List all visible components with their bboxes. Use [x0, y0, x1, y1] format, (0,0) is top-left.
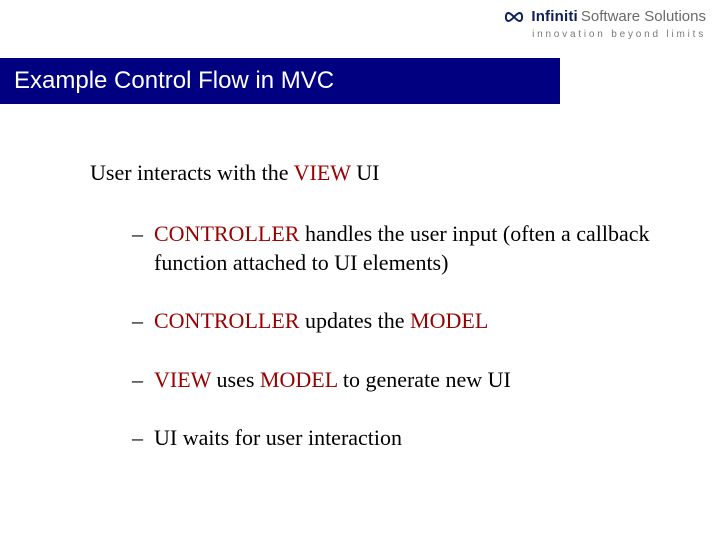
- logo-primary-text: Infiniti: [531, 8, 578, 25]
- slide-title: Example Control Flow in MVC: [14, 67, 334, 95]
- title-bar: Example Control Flow in MVC: [0, 58, 560, 104]
- bullet-mid: updates the: [299, 308, 410, 333]
- logo-tagline: innovation beyond limits: [503, 30, 706, 40]
- slide: InfinitiSoftware Solutions innovation be…: [0, 0, 720, 540]
- list-item: CONTROLLER handles the user input (often…: [132, 220, 660, 277]
- bullet-keyword: CONTROLLER: [154, 308, 299, 333]
- lead-keyword: VIEW: [294, 160, 351, 185]
- bullet-keyword: CONTROLLER: [154, 221, 299, 246]
- lead-post: UI: [351, 160, 380, 185]
- list-item: VIEW uses MODEL to generate new UI: [132, 366, 660, 395]
- list-item: UI waits for user interaction: [132, 424, 660, 453]
- brand-logo: InfinitiSoftware Solutions innovation be…: [503, 6, 706, 40]
- bullet-keyword-2: MODEL: [260, 367, 337, 392]
- bullet-mid: uses: [211, 367, 260, 392]
- bullet-pre: UI waits for user interaction: [154, 425, 402, 450]
- logo-text: InfinitiSoftware Solutions: [531, 9, 706, 25]
- bullet-list: CONTROLLER handles the user input (often…: [132, 220, 660, 453]
- slide-body: User interacts with the VIEW UI CONTROLL…: [90, 160, 660, 483]
- bullet-keyword-2: MODEL: [410, 308, 488, 333]
- infinity-icon: [503, 6, 525, 28]
- bullet-post: to generate new UI: [337, 367, 510, 392]
- logo-secondary-text: Software Solutions: [581, 8, 706, 25]
- bullet-keyword: VIEW: [154, 367, 211, 392]
- list-item: CONTROLLER updates the MODEL: [132, 307, 660, 336]
- lead-line: User interacts with the VIEW UI: [90, 160, 660, 186]
- lead-pre: User interacts with the: [90, 160, 294, 185]
